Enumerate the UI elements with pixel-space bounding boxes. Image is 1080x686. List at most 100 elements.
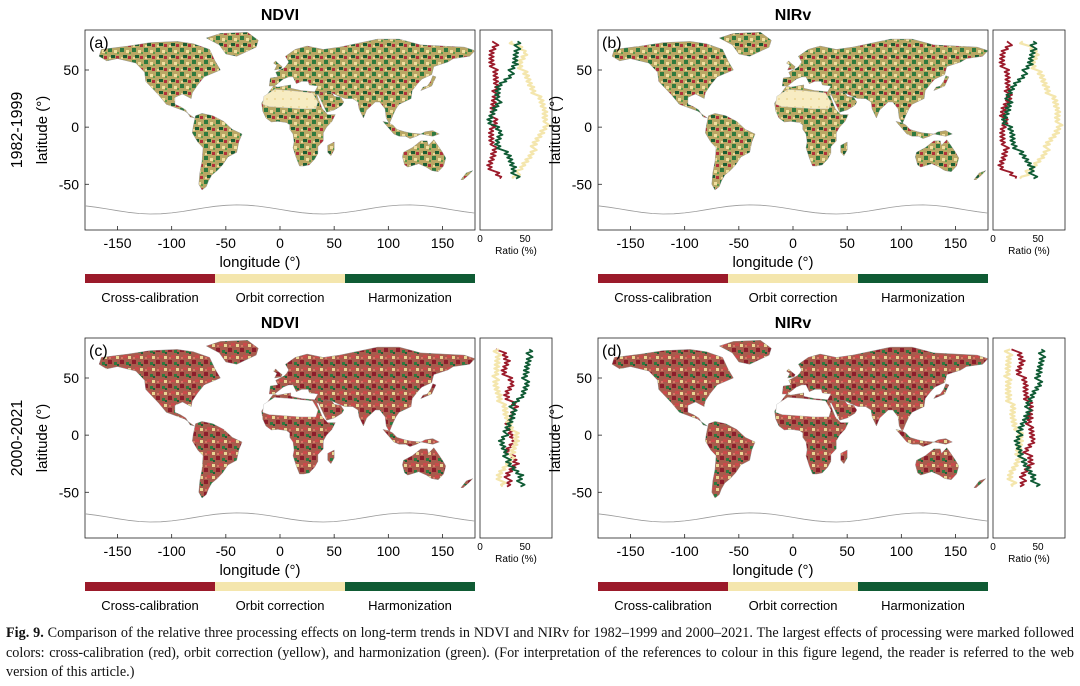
landmass-arabia xyxy=(317,91,345,113)
landmass-japan xyxy=(420,75,437,92)
landmass-eurasia xyxy=(781,346,989,433)
ratio-series-harmonization xyxy=(1001,40,1039,180)
legend-label: Orbit correction xyxy=(236,290,325,305)
x-tick-label: -100 xyxy=(158,235,186,251)
landmass-greenland xyxy=(205,340,259,365)
antarctica-outline xyxy=(84,204,476,215)
ratio-tick-label: 0 xyxy=(477,234,483,245)
legend-swatch-harmonization xyxy=(858,274,988,283)
legend-swatch-orbit-correction xyxy=(215,582,345,591)
landmass-madagascar xyxy=(840,449,848,465)
legend-swatch-orbit-correction xyxy=(728,274,858,283)
landmass-uk xyxy=(786,60,796,71)
panel-title: NIRv xyxy=(775,315,812,332)
legend-label: Harmonization xyxy=(881,598,965,612)
legend-swatch-orbit-correction xyxy=(215,274,345,283)
landmass-uk xyxy=(273,60,283,71)
panel-label: (a) xyxy=(89,35,109,52)
y-tick-label: 0 xyxy=(71,427,79,443)
legend-label: Orbit correction xyxy=(236,598,325,612)
ratio-series-orbit-correction xyxy=(491,348,521,488)
ratio-tick-label: 50 xyxy=(519,542,531,553)
y-axis-label: latitude (°) xyxy=(34,96,51,165)
landmass-southAmerica xyxy=(192,421,243,499)
ratio-axis-label: Ratio (%) xyxy=(495,246,537,257)
figure-canvas: NDVI (a) -150 -100 -50 0 50 100 150 50 0 -50 longitu… xyxy=(9,7,1066,612)
y-tick-label: 50 xyxy=(63,370,79,386)
x-tick-label: 0 xyxy=(789,235,797,251)
landmass-australia xyxy=(402,139,447,172)
panel-b: NIRv (b) -150 -100 -50 0 50 100 150 50 0 -50 longitu… xyxy=(547,7,1066,305)
x-tick-label: 50 xyxy=(326,235,342,251)
x-tick-label: -100 xyxy=(158,543,186,559)
legend-label: Cross-calibration xyxy=(101,598,199,612)
y-tick-label: 0 xyxy=(584,119,592,135)
x-tick-label: -150 xyxy=(616,543,644,559)
landmass-japan xyxy=(933,75,950,92)
landmass-southAmerica xyxy=(705,113,756,191)
ratio-tick-label: 50 xyxy=(1032,542,1044,553)
x-tick-label: -50 xyxy=(216,235,236,251)
row-label: 2000-2021 xyxy=(9,400,26,477)
x-tick-label: 0 xyxy=(276,235,284,251)
caption-label: Fig. 9. xyxy=(6,625,44,641)
caption-text: Comparison of the relative three process… xyxy=(6,625,1074,680)
ratio-tick-label: 50 xyxy=(1032,234,1044,245)
landmass-nz xyxy=(460,170,473,180)
panel-title: NIRv xyxy=(775,7,812,24)
x-tick-label: 50 xyxy=(839,543,855,559)
landmass-northAmerica xyxy=(611,349,734,427)
legend-swatch-cross-calibration xyxy=(85,274,215,283)
legend-label: Harmonization xyxy=(881,290,965,305)
landmass-greenland xyxy=(205,32,259,57)
ratio-tick-label: 50 xyxy=(519,234,531,245)
x-tick-label: -100 xyxy=(671,543,699,559)
x-tick-label: -50 xyxy=(729,235,749,251)
ratio-tick-label: 0 xyxy=(990,542,996,553)
land-layer xyxy=(597,340,989,523)
legend-swatch-cross-calibration xyxy=(598,582,728,591)
desert-region xyxy=(262,89,319,110)
panel-label: (c) xyxy=(89,343,108,360)
y-tick-label: 0 xyxy=(584,427,592,443)
x-tick-label: -50 xyxy=(729,543,749,559)
landmass-arabia xyxy=(830,399,858,421)
x-axis-label: longitude (°) xyxy=(219,254,300,271)
x-axis-label: longitude (°) xyxy=(219,562,300,579)
legend-label: Harmonization xyxy=(368,290,452,305)
landmass-madagascar xyxy=(840,141,848,157)
land-layer xyxy=(597,32,989,215)
x-tick-label: 0 xyxy=(276,543,284,559)
x-tick-label: -50 xyxy=(216,543,236,559)
x-tick-label: 150 xyxy=(431,543,455,559)
desert-region xyxy=(775,397,832,418)
x-tick-label: 150 xyxy=(944,235,968,251)
legend-swatch-cross-calibration xyxy=(598,274,728,283)
ratio-series-harmonization xyxy=(1013,348,1047,488)
x-tick-label: -150 xyxy=(616,235,644,251)
landmass-australia xyxy=(402,447,447,480)
ratio-axis-label: Ratio (%) xyxy=(495,554,537,565)
landmass-madagascar xyxy=(327,449,335,465)
y-tick-label: -50 xyxy=(59,484,79,500)
panel-label: (b) xyxy=(602,35,622,52)
ratio-frame xyxy=(992,337,1066,539)
land-layer xyxy=(84,32,476,215)
ratio-axis-label: Ratio (%) xyxy=(1008,554,1050,565)
landmass-eurasia xyxy=(268,346,476,433)
ratio-tick-label: 0 xyxy=(477,542,483,553)
x-tick-label: 50 xyxy=(839,235,855,251)
ratio-series-orbit-correction xyxy=(1003,348,1025,488)
antarctica-outline xyxy=(597,204,989,215)
landmass-southAmerica xyxy=(705,421,756,499)
legend-label: Cross-calibration xyxy=(614,598,712,612)
antarctica-outline xyxy=(84,512,476,523)
landmass-northAmerica xyxy=(98,41,221,119)
landmass-nz xyxy=(973,478,986,488)
landmass-northAmerica xyxy=(98,349,221,427)
x-tick-label: 0 xyxy=(789,543,797,559)
landmass-japan xyxy=(420,383,437,400)
panel-c: NDVI (c) -150 -100 -50 0 50 100 150 50 0 -50 longitu… xyxy=(34,315,553,612)
x-tick-label: -150 xyxy=(103,543,131,559)
landmass-northAmerica xyxy=(611,41,734,119)
